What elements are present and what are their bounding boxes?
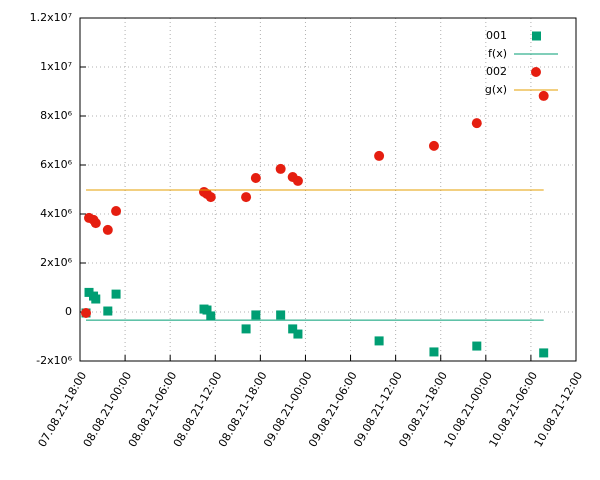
y-tick-label: 6x10⁶: [40, 158, 73, 171]
point: [429, 347, 439, 357]
point: [111, 206, 122, 217]
point: [206, 311, 216, 321]
x-tick-label: 10.08.21-00:00: [441, 370, 495, 450]
legend-label: f(x): [488, 47, 507, 60]
point: [90, 218, 101, 229]
x-tick-label: 08.08.21-12:00: [171, 370, 225, 450]
point: [205, 192, 216, 203]
x-tick-label: 10.08.21-06:00: [487, 370, 541, 450]
legend-marker: [532, 31, 541, 41]
legend-label: g(x): [485, 83, 507, 96]
y-tick-label: -2x10⁶: [36, 354, 72, 367]
point: [293, 329, 303, 339]
plot-frame: [79, 17, 577, 362]
x-tick-label: 09.08.21-18:00: [396, 370, 450, 450]
point: [292, 175, 303, 186]
y-tick-label: 4x10⁶: [40, 207, 73, 220]
point: [250, 172, 261, 183]
point: [251, 310, 261, 320]
point: [103, 306, 113, 316]
point: [202, 305, 212, 315]
x-tick-label: 07.08.21-18:00: [36, 370, 90, 450]
point: [241, 192, 252, 203]
x-tick-label: 10.08.21-12:00: [532, 370, 586, 450]
point: [472, 341, 482, 351]
y-tick-label: 8x10⁶: [40, 109, 73, 122]
point: [276, 310, 286, 320]
point: [471, 118, 482, 129]
legend-marker: [531, 67, 541, 77]
y-tick-label: 1.2x10⁷: [30, 11, 72, 24]
point: [102, 224, 113, 235]
x-tick-label: 08.08.21-00:00: [81, 370, 135, 450]
x-tick-label: 09.08.21-06:00: [306, 370, 360, 450]
y-tick-label: 1x10⁷: [40, 60, 72, 73]
point: [374, 336, 384, 346]
point: [275, 163, 286, 174]
point: [538, 90, 549, 101]
x-tick-label: 08.08.21-06:00: [126, 370, 180, 450]
y-tick-label: 0: [65, 305, 72, 318]
x-tick-label: 09.08.21-12:00: [351, 370, 405, 450]
point: [241, 324, 251, 334]
point: [84, 287, 94, 297]
legend-label: 001: [486, 29, 507, 42]
point: [428, 140, 439, 151]
point: [288, 324, 298, 334]
x-tick-label: 09.08.21-00:00: [261, 370, 315, 450]
point: [91, 294, 101, 304]
y-tick-label: 2x10⁶: [40, 256, 73, 269]
x-tick-label: 08.08.21-18:00: [216, 370, 270, 450]
point: [81, 307, 92, 318]
point: [539, 348, 549, 358]
point: [374, 150, 385, 161]
legend-label: 002: [486, 65, 507, 78]
point: [111, 289, 121, 299]
